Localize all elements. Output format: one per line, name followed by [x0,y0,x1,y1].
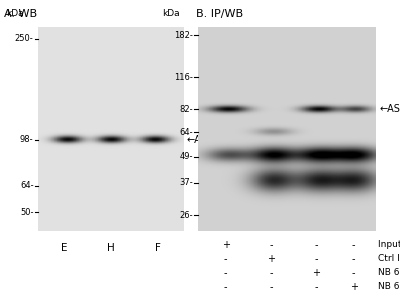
Text: ←ASH2: ←ASH2 [187,135,222,145]
Text: -: - [352,268,356,278]
Text: +: + [267,254,275,264]
Text: 182-: 182- [174,31,193,40]
Text: 98-: 98- [20,135,34,144]
Text: 26-: 26- [179,211,193,220]
Text: H: H [107,243,115,253]
Text: 116-: 116- [174,73,193,81]
Text: -: - [269,282,273,292]
Text: kDa: kDa [162,9,180,18]
Text: 50-: 50- [20,207,34,217]
Text: -: - [224,254,227,264]
Text: -: - [315,240,318,250]
Text: 82-: 82- [179,105,193,114]
Text: B. IP/WB: B. IP/WB [196,9,243,19]
Text: -: - [224,268,227,278]
Text: E: E [61,243,68,253]
Text: -: - [315,254,318,264]
Text: +: + [312,268,320,278]
Text: NB 600-287 IP: NB 600-287 IP [378,268,400,277]
Text: Ctrl IgG IP: Ctrl IgG IP [378,254,400,263]
Text: -: - [315,282,318,292]
Text: 49-: 49- [179,152,193,161]
Text: +: + [350,282,358,292]
Text: 250-: 250- [15,34,34,43]
Text: F: F [155,243,161,253]
Text: Input (50 mcg): Input (50 mcg) [378,240,400,249]
Text: kDa: kDa [6,9,24,18]
Text: -: - [269,268,273,278]
Text: -: - [352,254,356,264]
Text: 64-: 64- [20,181,34,190]
Text: ←ASH2: ←ASH2 [380,104,400,114]
Text: NB 600-250 IP: NB 600-250 IP [378,282,400,291]
Text: 64-: 64- [179,128,193,136]
Text: A. WB: A. WB [4,9,37,19]
Text: -: - [352,240,356,250]
Text: 37-: 37- [179,178,193,187]
Text: -: - [224,282,227,292]
Text: +: + [222,240,230,250]
Text: -: - [269,240,273,250]
